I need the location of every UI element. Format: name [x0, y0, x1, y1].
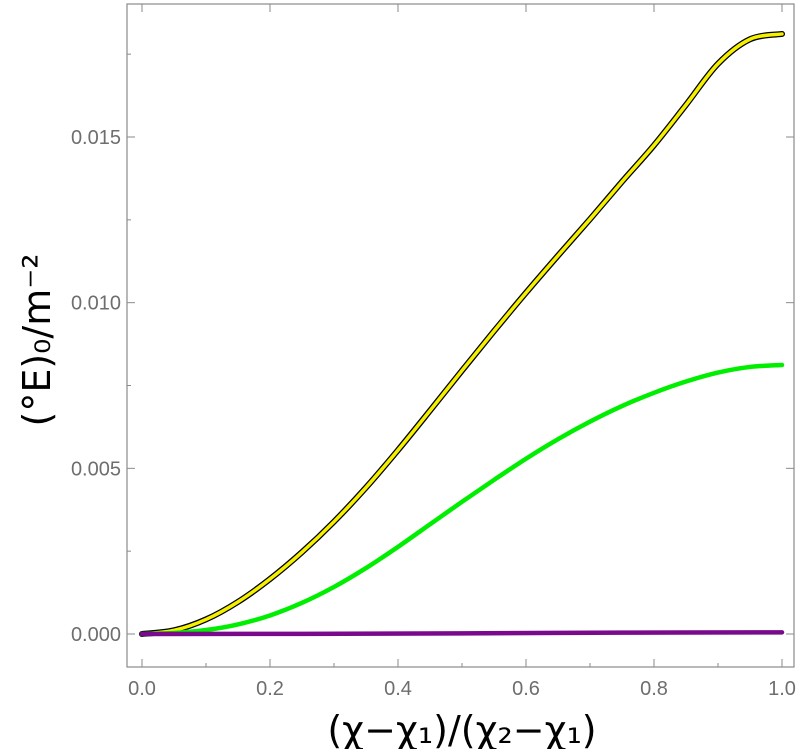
x-tick-label: 0.8 [640, 678, 668, 700]
y-tick-label: 0.015 [71, 127, 121, 149]
series-line-1 [140, 32, 784, 636]
x-tick-label: 1.0 [768, 678, 796, 700]
plot-border [126, 3, 795, 668]
x-tick-label: 0.6 [512, 678, 540, 700]
ticks-layer: 0.0 0.2 0.4 0.6 0.8 1.0 0.000 0.005 0.010 0.015 [71, 4, 796, 700]
y-tick-label: 0.005 [71, 458, 121, 480]
x-axis-label: (χ−χ₁)/(χ₂−χ₁) [327, 708, 596, 749]
y-tick-label: 0.000 [71, 624, 121, 646]
series-line-2 [139, 362, 785, 637]
y-tick-label: 0.010 [71, 293, 121, 315]
x-tick-label: 0.4 [384, 678, 412, 700]
series-line-outline-1 [139, 30, 785, 637]
plot-frame [126, 3, 795, 668]
y-axis-label: (°E)₀/m⁻² [15, 253, 59, 426]
series-layer [139, 30, 785, 637]
series-line-3 [139, 630, 785, 637]
x-tick-label: 0.0 [128, 678, 156, 700]
x-tick-label: 0.2 [256, 678, 284, 700]
